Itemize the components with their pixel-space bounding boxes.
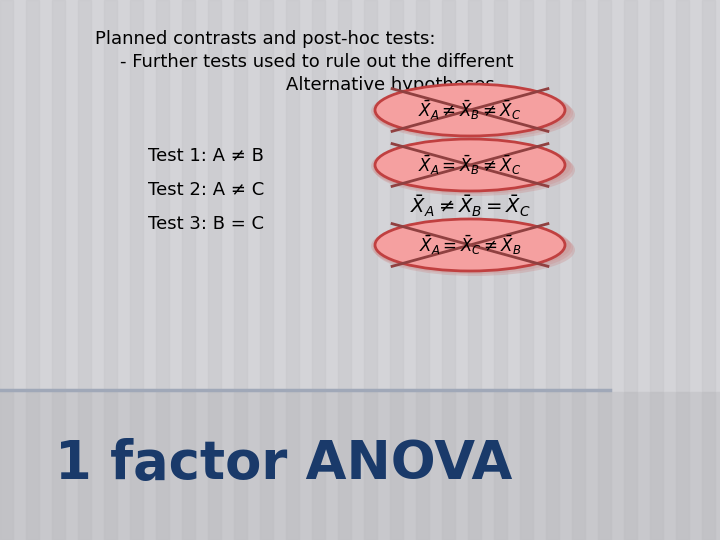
Bar	[572, 392, 585, 540]
Bar	[208, 392, 221, 540]
Text: 1 factor ANOVA: 1 factor ANOVA	[55, 438, 513, 490]
Bar	[624, 392, 637, 540]
Bar	[676, 0, 689, 540]
Ellipse shape	[373, 142, 573, 194]
Bar	[442, 392, 455, 540]
Ellipse shape	[375, 139, 565, 191]
Bar	[52, 392, 65, 540]
Text: $\bar{X}_A = \bar{X}_B \neq \bar{X}_C$: $\bar{X}_A = \bar{X}_B \neq \bar{X}_C$	[418, 153, 521, 177]
Bar	[26, 0, 39, 540]
Bar	[520, 392, 533, 540]
Bar	[338, 0, 351, 540]
Bar	[546, 392, 559, 540]
Text: Test 3: B = C: Test 3: B = C	[148, 215, 264, 233]
Bar	[598, 0, 611, 540]
Bar	[0, 392, 720, 540]
Bar	[0, 392, 13, 540]
Bar	[260, 392, 273, 540]
Bar	[182, 392, 195, 540]
Bar	[130, 392, 143, 540]
Bar	[702, 0, 715, 540]
Bar	[312, 0, 325, 540]
Bar	[286, 0, 299, 540]
Ellipse shape	[373, 222, 573, 274]
Bar	[364, 392, 377, 540]
Bar	[546, 0, 559, 540]
Bar	[156, 392, 169, 540]
Bar	[78, 0, 91, 540]
Ellipse shape	[371, 85, 571, 137]
Ellipse shape	[375, 219, 565, 271]
Bar	[338, 392, 351, 540]
Bar	[572, 0, 585, 540]
Ellipse shape	[373, 87, 573, 139]
Bar	[234, 0, 247, 540]
Bar	[104, 392, 117, 540]
Text: $\bar{X}_A \neq \bar{X}_B = \bar{X}_C$: $\bar{X}_A \neq \bar{X}_B = \bar{X}_C$	[410, 193, 531, 219]
Bar	[494, 392, 507, 540]
Bar	[234, 392, 247, 540]
Ellipse shape	[375, 144, 575, 196]
Ellipse shape	[375, 84, 565, 136]
Bar	[624, 0, 637, 540]
Bar	[468, 392, 481, 540]
Bar	[104, 0, 117, 540]
Bar	[390, 0, 403, 540]
Bar	[78, 392, 91, 540]
Ellipse shape	[375, 89, 575, 141]
Bar	[676, 392, 689, 540]
Ellipse shape	[375, 224, 575, 276]
Bar	[364, 0, 377, 540]
Bar	[598, 392, 611, 540]
Ellipse shape	[371, 220, 571, 272]
Text: $\bar{X}_A \neq \bar{X}_B \neq \bar{X}_C$: $\bar{X}_A \neq \bar{X}_B \neq \bar{X}_C…	[418, 98, 521, 122]
Text: Alternative hypotheses: Alternative hypotheses	[286, 76, 495, 94]
Bar	[130, 0, 143, 540]
Bar	[416, 0, 429, 540]
Text: $\bar{X}_A = \bar{X}_C \neq \bar{X}_B$: $\bar{X}_A = \bar{X}_C \neq \bar{X}_B$	[419, 233, 521, 256]
Bar	[416, 392, 429, 540]
Bar	[650, 0, 663, 540]
Text: Planned contrasts and post-hoc tests:: Planned contrasts and post-hoc tests:	[95, 30, 436, 48]
Bar	[52, 0, 65, 540]
Bar	[156, 0, 169, 540]
Bar	[260, 0, 273, 540]
Text: Test 2: A ≠ C: Test 2: A ≠ C	[148, 181, 264, 199]
Bar	[494, 0, 507, 540]
Bar	[312, 392, 325, 540]
Bar	[650, 392, 663, 540]
Bar	[0, 0, 13, 540]
Bar	[208, 0, 221, 540]
Bar	[26, 392, 39, 540]
Bar	[442, 0, 455, 540]
Bar	[390, 392, 403, 540]
Ellipse shape	[371, 140, 571, 192]
Text: Test 1: A ≠ B: Test 1: A ≠ B	[148, 147, 264, 165]
Bar	[520, 0, 533, 540]
Bar	[286, 392, 299, 540]
Bar	[468, 0, 481, 540]
Bar	[182, 0, 195, 540]
Bar	[702, 392, 715, 540]
Text: - Further tests used to rule out the different: - Further tests used to rule out the dif…	[120, 53, 513, 71]
